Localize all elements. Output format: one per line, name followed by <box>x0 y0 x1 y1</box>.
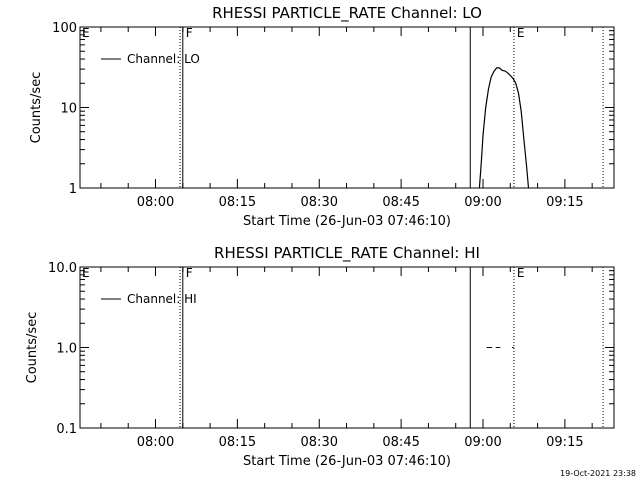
event-marker-label: F <box>186 26 193 40</box>
panel-hi-channel: RHESSI PARTICLE_RATE Channel: HI 08:00 08:… <box>25 244 615 469</box>
x-tick-label: 09:00 <box>464 435 501 450</box>
x-tick-label: 08:45 <box>382 435 419 450</box>
y-axis-label: Counts/sec <box>29 72 44 144</box>
panel-lo-channel: RHESSI PARTICLE_RATE Channel: LO 08:00 08:… <box>29 4 615 229</box>
legend-label: Channel: HI <box>127 292 197 306</box>
x-axis-label: Start Time (26-Jun-03 07:46:10) <box>243 454 451 469</box>
y-axis-label: Counts/sec <box>25 312 40 384</box>
series-line <box>478 67 530 189</box>
legend-label: Channel: LO <box>127 52 200 66</box>
event-marker-label: E <box>82 26 90 40</box>
x-tick-label: 08:00 <box>137 435 174 450</box>
event-marker-label: F <box>186 266 193 280</box>
x-tick-label: 08:15 <box>219 435 256 450</box>
y-tick-label: 1 <box>69 182 77 197</box>
chart-title: RHESSI PARTICLE_RATE Channel: LO <box>212 4 482 23</box>
x-axis-label: Start Time (26-Jun-03 07:46:10) <box>243 214 451 229</box>
x-tick-label: 08:15 <box>219 195 256 210</box>
y-tick-label: 10.0 <box>48 261 77 276</box>
x-tick-label: 08:30 <box>301 435 338 450</box>
chart-title: RHESSI PARTICLE_RATE Channel: HI <box>214 244 480 263</box>
x-tick-label: 08:45 <box>382 195 419 210</box>
y-tick-label: 1.0 <box>56 342 77 357</box>
event-marker-label: E <box>517 26 525 40</box>
x-tick-label: 09:15 <box>546 435 583 450</box>
x-tick-label: 08:30 <box>301 195 338 210</box>
x-tick-label: 09:15 <box>546 195 583 210</box>
footer-timestamp: 19-Oct-2021 23:38 <box>560 469 636 478</box>
x-tick-label: 09:00 <box>464 195 501 210</box>
y-tick-label: 100 <box>52 21 77 36</box>
y-tick-label: 10 <box>60 102 77 117</box>
event-marker-label: E <box>82 266 90 280</box>
x-tick-label: 08:00 <box>137 195 174 210</box>
event-marker-label: E <box>517 266 525 280</box>
y-tick-label: 0.1 <box>56 422 77 437</box>
